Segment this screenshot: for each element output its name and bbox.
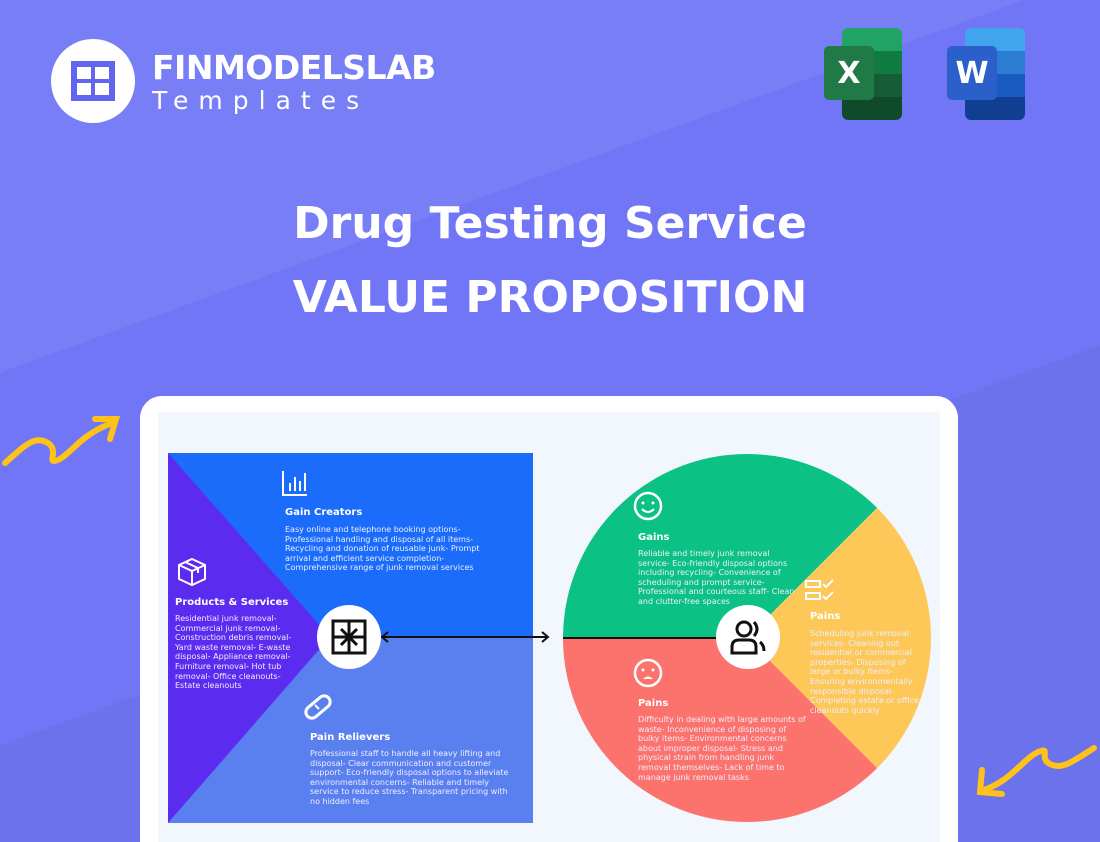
jobs-slice	[747, 507, 931, 769]
pains-text: Difficulty in dealing with large amounts…	[638, 715, 806, 782]
word-icon: W	[947, 28, 1025, 120]
pain-relievers-heading: Pain Relievers	[310, 732, 391, 743]
gains-text: Reliable and timely junk removal service…	[638, 549, 795, 606]
checklist-icon	[805, 579, 834, 601]
brand-name: FINMODELSLAB	[152, 48, 436, 87]
box-icon	[178, 557, 206, 587]
pain-relievers-text: Professional staff to handle all heavy l…	[310, 749, 509, 806]
jobs-text: Scheduling junk removal services- Cleani…	[810, 629, 919, 715]
jobs-heading: Pains	[810, 611, 841, 622]
gain-creators-text: Easy online and telephone booking option…	[285, 525, 480, 573]
page-title: Drug Testing Service	[293, 198, 807, 249]
logo	[51, 39, 135, 123]
brand-subtitle: Templates	[152, 86, 370, 115]
gain-creators-heading: Gain Creators	[285, 507, 363, 518]
excel-letter: X	[824, 46, 874, 100]
products-area	[168, 453, 330, 823]
page-subtitle: VALUE PROPOSITION	[292, 272, 808, 323]
pill-icon	[304, 694, 332, 720]
sad-face-icon	[633, 658, 663, 688]
pains-heading: Pains	[638, 698, 669, 709]
users-icon	[716, 605, 780, 669]
gains-heading: Gains	[638, 532, 670, 543]
word-letter: W	[947, 46, 997, 100]
excel-icon: X	[824, 28, 902, 120]
products-text: Residential junk removal- Commercial jun…	[175, 614, 292, 691]
gift-icon	[317, 605, 381, 669]
bar-chart-icon	[282, 471, 307, 496]
arrow-decoration-left	[2, 416, 121, 466]
fit-arrow	[380, 631, 550, 643]
gains-slice	[563, 454, 878, 638]
products-heading: Products & Services	[175, 597, 289, 608]
smile-icon	[633, 491, 663, 521]
arrow-decoration-right	[976, 745, 1097, 797]
grid-icon	[71, 61, 115, 101]
